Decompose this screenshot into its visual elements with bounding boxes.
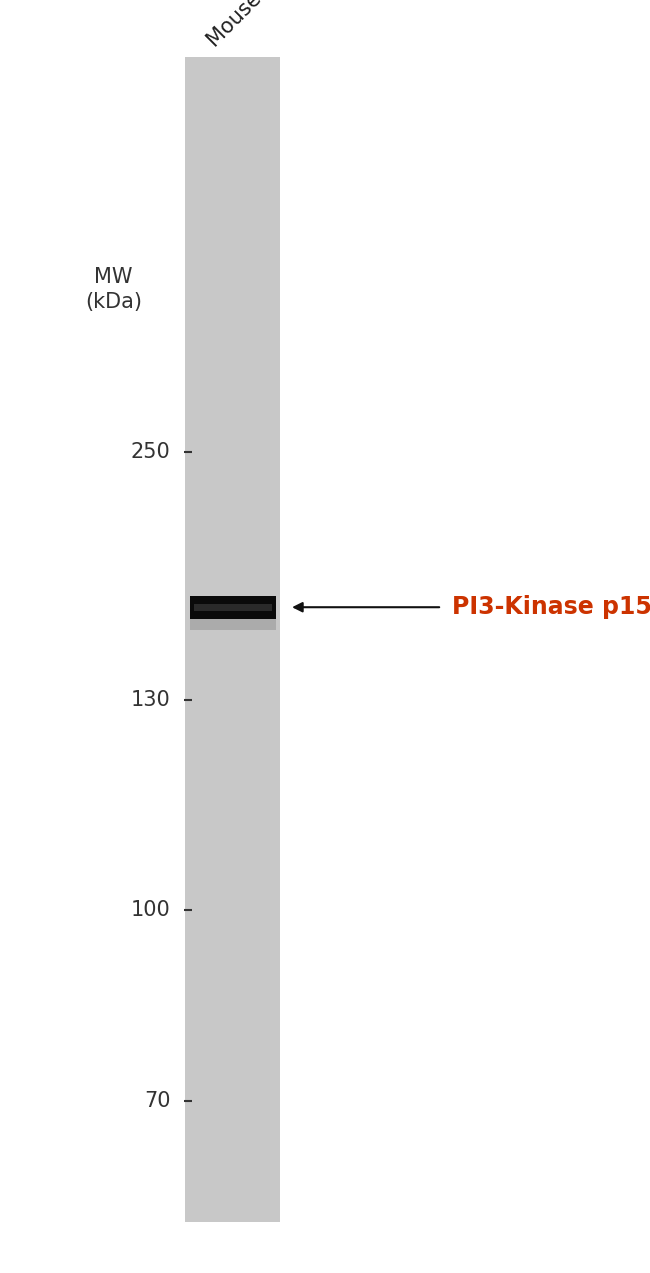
Bar — [185, 57, 280, 1222]
Text: 70: 70 — [144, 1091, 170, 1111]
Text: 130: 130 — [131, 690, 170, 710]
Text: 100: 100 — [131, 900, 170, 920]
Bar — [190, 619, 276, 630]
Bar — [190, 596, 276, 619]
Text: MW
(kDa): MW (kDa) — [85, 267, 142, 312]
Bar — [194, 603, 272, 611]
Text: 250: 250 — [131, 442, 170, 462]
Text: PI3-Kinase p150: PI3-Kinase p150 — [452, 596, 650, 619]
Text: Mouse liver: Mouse liver — [203, 0, 302, 51]
